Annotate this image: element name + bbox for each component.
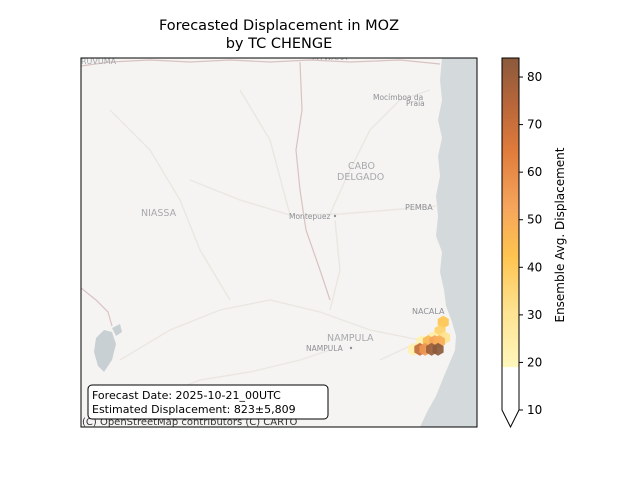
colorbar-tick-label: 50: [527, 213, 542, 227]
map-frame: [80, 57, 478, 428]
lake-small: [112, 324, 122, 336]
lake-niassa: [94, 330, 116, 372]
label-rovuma: RUVUMA: [81, 57, 117, 66]
colorbar-label: Ensemble Avg. Displacement: [553, 147, 567, 322]
figure-title: Forecasted Displacement in MOZ by TC CHE…: [80, 17, 478, 53]
label-cabo-2: DELGADO: [337, 172, 384, 183]
map-labels: RUVUMA MTWARA Mocímboa da Praia CABO DEL…: [81, 53, 445, 353]
colorbar-tick-label: 10: [527, 403, 542, 417]
info-box: Forecast Date: 2025-10-21_00UTC Estimate…: [87, 384, 329, 420]
label-mtwara: MTWARA: [312, 53, 348, 62]
basemap[interactable]: RUVUMA MTWARA Mocímboa da Praia CABO DEL…: [81, 53, 477, 428]
label-nacala: NACALA: [412, 307, 445, 316]
ocean-area: [420, 58, 477, 427]
colorbar: 10 20 30 40 50 60 70 80 Ensemble Avg. Displacem…: [501, 57, 567, 429]
label-cabo-1: CABO: [348, 161, 375, 172]
nampula-dot-icon: [349, 346, 353, 350]
label-niassa: NIASSA: [141, 208, 177, 219]
colorbar-tick-label: 60: [527, 165, 542, 179]
estimated-displacement-text: Estimated Displacement: 823±5,809: [92, 403, 296, 416]
info-box-frame: [87, 384, 329, 420]
land-area: [81, 58, 477, 427]
title-line-1: Forecasted Displacement in MOZ: [158, 18, 400, 34]
roads: [109, 89, 441, 401]
label-mocimboa-2: Praia: [406, 99, 425, 108]
label-pemba: PEMBA: [405, 203, 433, 212]
forecast-date-text: Forecast Date: 2025-10-21_00UTC: [92, 389, 281, 402]
hexbin-cell[interactable]: [432, 342, 444, 356]
colorbar-tick-label: 80: [527, 70, 542, 84]
borders: [81, 59, 441, 327]
hexbin-layer: [407, 315, 451, 356]
colorbar-gradient: [502, 58, 519, 368]
label-nampula-region: NAMPULA: [327, 333, 374, 344]
map-attribution: (C) OpenStreetMap contributors (C) CARTO: [82, 417, 297, 428]
colorbar-outline: [501, 57, 520, 429]
label-mocimboa-1: Mocímboa da: [373, 93, 423, 102]
colorbar-tick-label: 20: [527, 355, 542, 369]
label-montepuez: Montepuez: [289, 212, 330, 221]
title-line-2: by TC CHENGE: [225, 36, 333, 52]
colorbar-tick-label: 70: [527, 118, 542, 132]
colorbar-ticks: 10 20 30 40 50 60 70 80: [519, 70, 542, 417]
label-nampula-city: NAMPULA: [306, 344, 344, 353]
colorbar-tick-label: 30: [527, 308, 542, 322]
montepuez-dot-icon: [333, 214, 337, 218]
colorbar-below-threshold: [502, 367, 519, 410]
colorbar-tick-label: 40: [527, 260, 542, 274]
